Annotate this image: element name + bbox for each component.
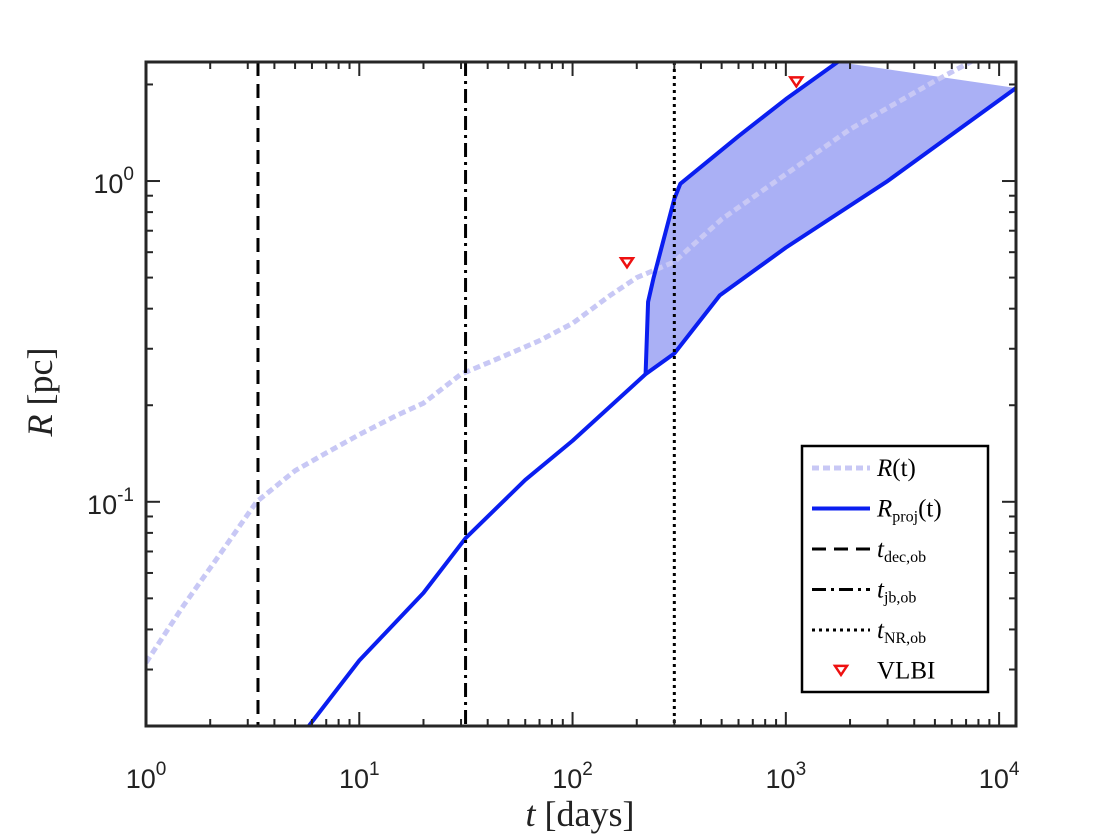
- legend-swatch: [832, 664, 850, 678]
- x-tick-label: 104: [979, 759, 1020, 794]
- vlbi-marker-1: [787, 76, 805, 89]
- y-axis-label: R [pc]: [20, 348, 60, 438]
- axis-ticks: [145, 62, 1016, 727]
- x-tick-label: 103: [766, 759, 807, 794]
- y-tick-label: 100: [93, 164, 134, 199]
- plot-clip-group: [146, 62, 1016, 726]
- legend-item-t-NR-ob: tNR,ob: [812, 617, 926, 647]
- series-line-R-t: [146, 62, 976, 665]
- legend-label: Rproj(t): [876, 496, 942, 526]
- legend-label: tNR,ob: [877, 617, 926, 647]
- legend-item-vlbi: VLBI: [832, 658, 935, 685]
- legend-item-t-dec-ob: tdec,ob: [812, 536, 926, 566]
- series-line-R-proj-lower: [307, 86, 1016, 726]
- axes-box: [144, 60, 1018, 728]
- legend-item-t-jb-ob: tjb,ob: [812, 577, 916, 607]
- x-axis-label: t [days]: [526, 794, 635, 834]
- x-tick-label: 101: [339, 759, 380, 794]
- legend-item-R-t: R(t): [812, 455, 916, 482]
- plot-area: [144, 60, 1018, 728]
- vlbi-marker-0: [618, 256, 636, 270]
- legend: R(t) Rproj(t) tdec,ob tjb,ob tNR,ob VLBI: [800, 444, 990, 694]
- x-tick-label: 100: [126, 759, 167, 794]
- legend-box: [800, 444, 990, 694]
- tick-labels: 100 101 102 103 104 10-1 100: [87, 164, 1020, 794]
- legend-label: tjb,ob: [877, 577, 916, 607]
- x-tick-label: 102: [552, 759, 593, 794]
- legend-label: VLBI: [877, 658, 935, 685]
- legend-item-R-proj: Rproj(t): [812, 496, 942, 526]
- series-line-R-proj-upper: [643, 62, 839, 375]
- y-tick-label: 10-1: [87, 485, 134, 520]
- legend-label: tdec,ob: [877, 536, 926, 566]
- legend-label: R(t): [876, 455, 916, 482]
